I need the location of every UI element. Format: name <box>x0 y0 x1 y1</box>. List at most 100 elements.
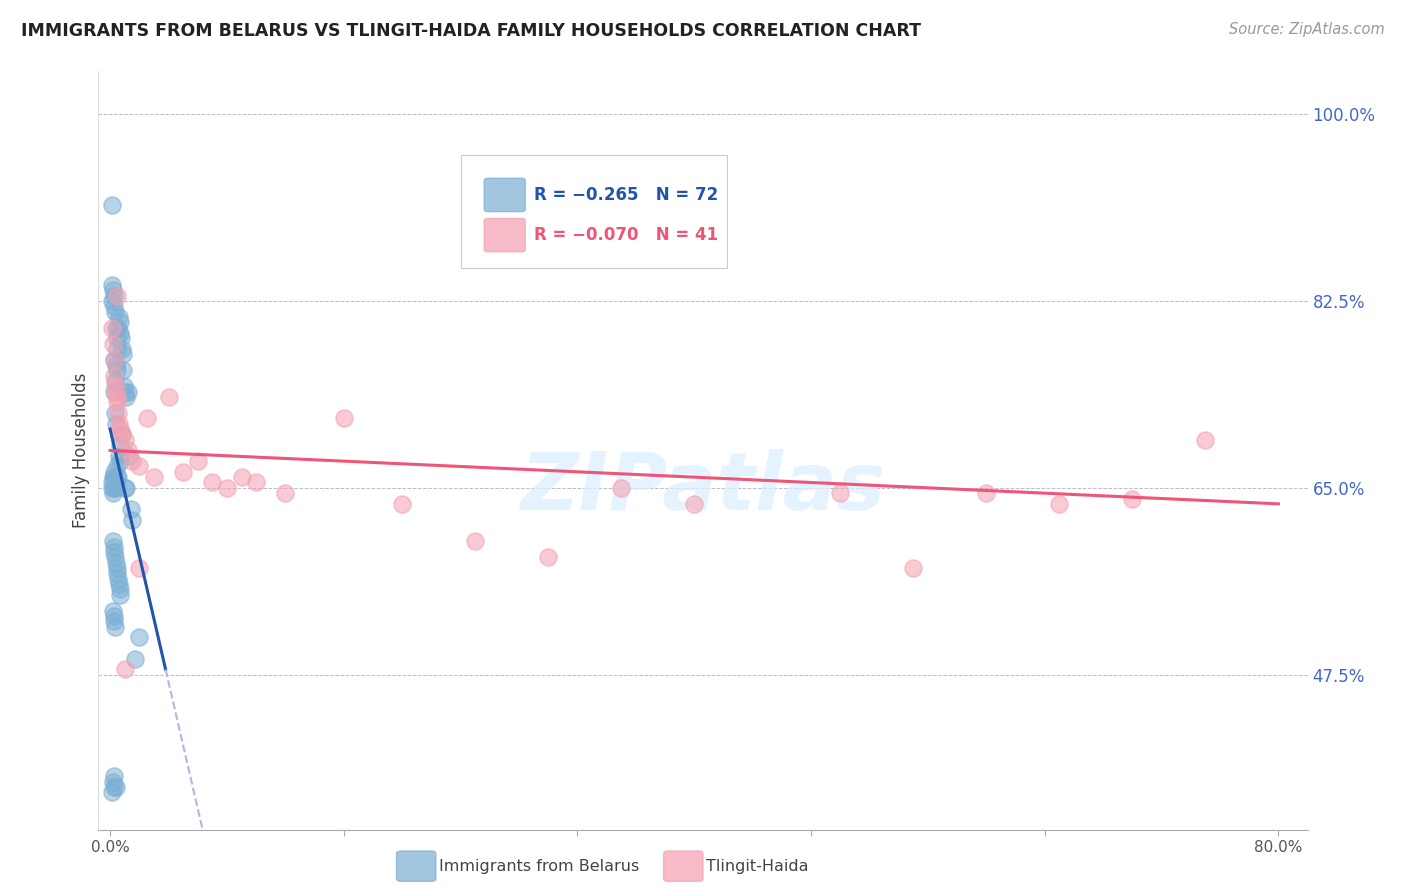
FancyBboxPatch shape <box>484 219 526 252</box>
Point <box>108 454 131 468</box>
Point <box>107 459 129 474</box>
Point <box>830 486 852 500</box>
Point <box>142 470 165 484</box>
Point <box>100 481 122 495</box>
Point <box>111 347 134 361</box>
Point <box>683 497 706 511</box>
Point <box>110 422 132 436</box>
Point <box>101 336 124 351</box>
Point <box>112 379 135 393</box>
Text: Tlingit-Haida: Tlingit-Haida <box>706 859 808 873</box>
Point <box>101 486 124 500</box>
Text: IMMIGRANTS FROM BELARUS VS TLINGIT-HAIDA FAMILY HOUSEHOLDS CORRELATION CHART: IMMIGRANTS FROM BELARUS VS TLINGIT-HAIDA… <box>21 22 921 40</box>
Point <box>110 438 132 452</box>
Point <box>114 481 136 495</box>
Point <box>103 780 125 794</box>
Point <box>103 299 125 313</box>
Point <box>107 363 129 377</box>
Point <box>105 342 128 356</box>
Point <box>101 320 124 334</box>
Point <box>103 288 125 302</box>
Point <box>231 470 253 484</box>
Point <box>104 481 127 495</box>
Point <box>104 620 127 634</box>
Point <box>107 470 129 484</box>
Point <box>101 293 124 308</box>
Point <box>104 417 127 431</box>
Point <box>104 556 127 570</box>
Point <box>332 411 354 425</box>
Point <box>104 304 127 318</box>
Point <box>108 577 131 591</box>
Point <box>114 384 136 399</box>
Point <box>117 443 139 458</box>
Point <box>103 540 125 554</box>
Point <box>107 395 129 409</box>
Point <box>111 342 134 356</box>
FancyBboxPatch shape <box>484 178 526 211</box>
Point <box>108 310 131 324</box>
Point <box>1194 433 1216 447</box>
Point <box>108 417 131 431</box>
Point <box>115 390 138 404</box>
Point <box>1121 491 1143 506</box>
Point <box>118 449 141 463</box>
Point <box>974 486 997 500</box>
Point <box>103 769 125 783</box>
Point <box>103 481 125 495</box>
Point <box>107 572 129 586</box>
Text: Source: ZipAtlas.com: Source: ZipAtlas.com <box>1229 22 1385 37</box>
Point <box>104 320 127 334</box>
Point <box>103 465 125 479</box>
Point <box>104 475 127 490</box>
Point <box>187 454 209 468</box>
Text: R = −0.070   N = 41: R = −0.070 N = 41 <box>534 227 718 244</box>
Point <box>103 615 125 629</box>
Point <box>110 588 132 602</box>
Point <box>104 374 127 388</box>
Point <box>103 384 125 399</box>
Point <box>103 609 125 624</box>
Point <box>128 459 150 474</box>
Point <box>101 277 124 292</box>
Point <box>101 470 124 484</box>
Text: ZIPatlas: ZIPatlas <box>520 450 886 527</box>
Point <box>112 363 135 377</box>
Point <box>101 475 124 490</box>
Point <box>103 352 125 367</box>
Point <box>537 550 560 565</box>
Point <box>111 427 134 442</box>
Point <box>104 550 127 565</box>
Point <box>101 534 124 549</box>
Point <box>104 780 127 794</box>
Point <box>135 411 157 425</box>
Point <box>107 566 129 581</box>
Point <box>110 331 132 345</box>
Point <box>107 406 129 420</box>
Point <box>107 331 129 345</box>
Point <box>103 470 125 484</box>
Point <box>215 481 238 495</box>
Point <box>903 561 925 575</box>
Point <box>201 475 224 490</box>
Point <box>111 427 134 442</box>
Point <box>108 326 131 340</box>
Point <box>108 449 131 463</box>
Point <box>107 288 129 302</box>
Point <box>108 582 131 597</box>
Point <box>117 384 139 399</box>
Point <box>391 497 413 511</box>
FancyBboxPatch shape <box>461 155 727 268</box>
Point <box>1047 497 1070 511</box>
Point <box>274 486 297 500</box>
Point <box>128 631 150 645</box>
Point <box>115 481 138 495</box>
Point <box>124 651 146 665</box>
Point <box>128 561 150 575</box>
Text: Immigrants from Belarus: Immigrants from Belarus <box>439 859 638 873</box>
Point <box>101 774 124 789</box>
Point <box>100 198 122 212</box>
Point <box>121 513 143 527</box>
Point <box>103 545 125 559</box>
Point <box>172 465 194 479</box>
